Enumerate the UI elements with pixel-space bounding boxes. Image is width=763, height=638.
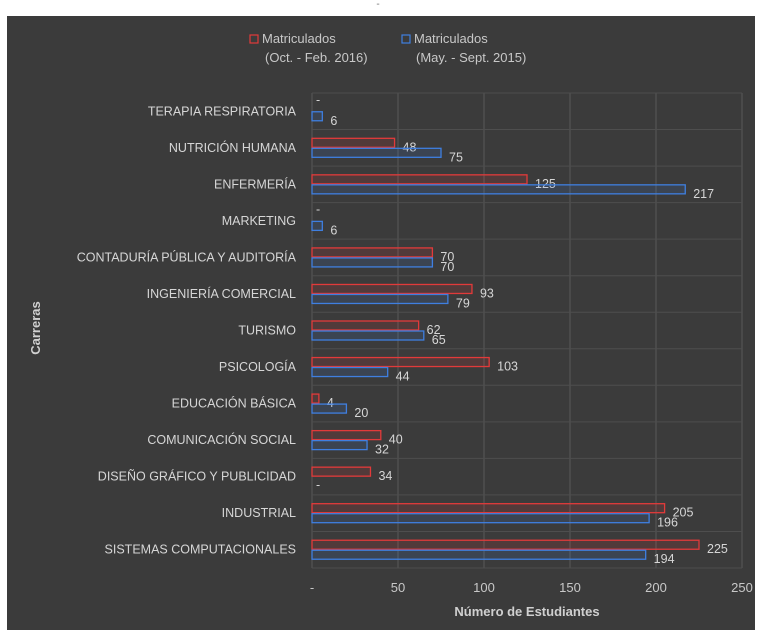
bar-series-2 — [311, 549, 647, 560]
data-label-series-2: 20 — [354, 406, 368, 420]
category-label: CONTADURÍA PÚBLICA Y AUDITORÍA — [77, 249, 297, 264]
legend-label-series-2-line1: Matriculados — [414, 31, 488, 46]
data-label-series-2: - — [316, 478, 320, 492]
bar-series-1 — [311, 356, 490, 368]
data-label-series-2: 70 — [440, 260, 454, 274]
bar-series-1 — [311, 429, 382, 441]
x-tick-label: 150 — [559, 580, 581, 595]
category-label: MARKETING — [222, 214, 296, 228]
category-label: INDUSTRIAL — [222, 506, 296, 520]
category-label: TERAPIA RESPIRATORIA — [148, 104, 297, 118]
category-label: NUTRICIÓN HUMANA — [169, 140, 297, 155]
bar-series-2 — [311, 366, 389, 378]
legend-swatch-series-1 — [249, 34, 259, 44]
data-label-series-1: 93 — [480, 286, 494, 300]
chart-panel — [7, 16, 755, 630]
data-label-series-1: 205 — [673, 506, 694, 520]
data-label-series-2: 194 — [654, 552, 675, 566]
data-label-series-2: 32 — [375, 443, 389, 457]
data-label-series-2: 196 — [657, 516, 678, 530]
x-axis-title: Número de Estudiantes — [454, 604, 599, 619]
x-tick-label: 50 — [391, 580, 405, 595]
data-label-series-2: 6 — [330, 114, 337, 128]
bar-series-1 — [311, 393, 320, 404]
bar-series-2 — [311, 439, 368, 451]
data-label-series-2: 44 — [396, 370, 410, 384]
x-tick-label: - — [310, 580, 314, 595]
bar-series-2 — [311, 184, 686, 195]
bar-series-2 — [311, 257, 434, 268]
bar-series-1 — [311, 247, 434, 258]
category-label: TURISMO — [238, 324, 296, 338]
category-label: ENFERMERÍA — [214, 176, 297, 191]
x-tick-label: 250 — [731, 580, 753, 595]
legend-label-series-1-line1: Matriculados — [262, 31, 336, 46]
data-label-series-1: 125 — [535, 177, 556, 191]
data-label-series-1: - — [316, 202, 320, 216]
chart-legend: Matriculados (Oct. - Feb. 2016) Matricul… — [249, 31, 526, 65]
data-label-series-1: 62 — [427, 323, 441, 337]
category-label: EDUCACIÓN BÁSICA — [172, 396, 297, 411]
category-label: PSICOLOGÍA — [219, 359, 297, 374]
data-label-series-2: 75 — [449, 150, 463, 164]
bar-series-1 — [311, 137, 396, 148]
bar-series-1 — [311, 174, 528, 185]
bar-series-2 — [311, 513, 650, 524]
data-label-series-1: 48 — [403, 140, 417, 154]
bar-series-2 — [311, 293, 449, 305]
legend-label-series-1-line2: (Oct. - Feb. 2016) — [265, 50, 368, 65]
bar-series-2 — [311, 220, 323, 232]
bar-series-1 — [311, 539, 700, 550]
y-axis-title: Carreras — [28, 301, 43, 355]
category-label: SISTEMAS COMPUTACIONALES — [105, 543, 296, 557]
bar-series-1 — [311, 283, 473, 295]
x-tick-label: 100 — [473, 580, 495, 595]
category-label: COMUNICACIÓN SOCIAL — [147, 432, 296, 447]
category-label: DISEÑO GRÁFICO Y PUBLICIDAD — [98, 469, 296, 484]
category-label: INGENIERÍA COMERCIAL — [147, 286, 296, 301]
bar-series-1 — [311, 503, 666, 514]
data-label-series-1: - — [316, 93, 320, 107]
bar-series-2 — [311, 330, 425, 341]
x-tick-label: 200 — [645, 580, 667, 595]
legend-swatch-series-2 — [401, 34, 411, 44]
bar-series-2 — [311, 111, 323, 122]
bar-series-1 — [311, 320, 420, 331]
data-label-series-2: 79 — [456, 296, 470, 310]
data-label-series-1: 40 — [389, 433, 403, 447]
bar-series-2 — [311, 147, 442, 158]
top-mark: - — [376, 0, 380, 10]
bar-series-1 — [311, 466, 372, 477]
data-label-series-1: 225 — [707, 542, 728, 556]
data-label-series-1: 70 — [440, 250, 454, 264]
legend-label-series-2-line2: (May. - Sept. 2015) — [416, 50, 526, 65]
bar-series-2 — [311, 403, 348, 414]
data-label-series-2: 6 — [330, 223, 337, 237]
data-label-series-1: 103 — [497, 360, 518, 374]
data-label-series-1: 34 — [378, 469, 392, 483]
data-label-series-2: 217 — [693, 187, 714, 201]
data-label-series-2: 65 — [432, 333, 446, 347]
data-label-series-1: 4 — [327, 396, 334, 410]
